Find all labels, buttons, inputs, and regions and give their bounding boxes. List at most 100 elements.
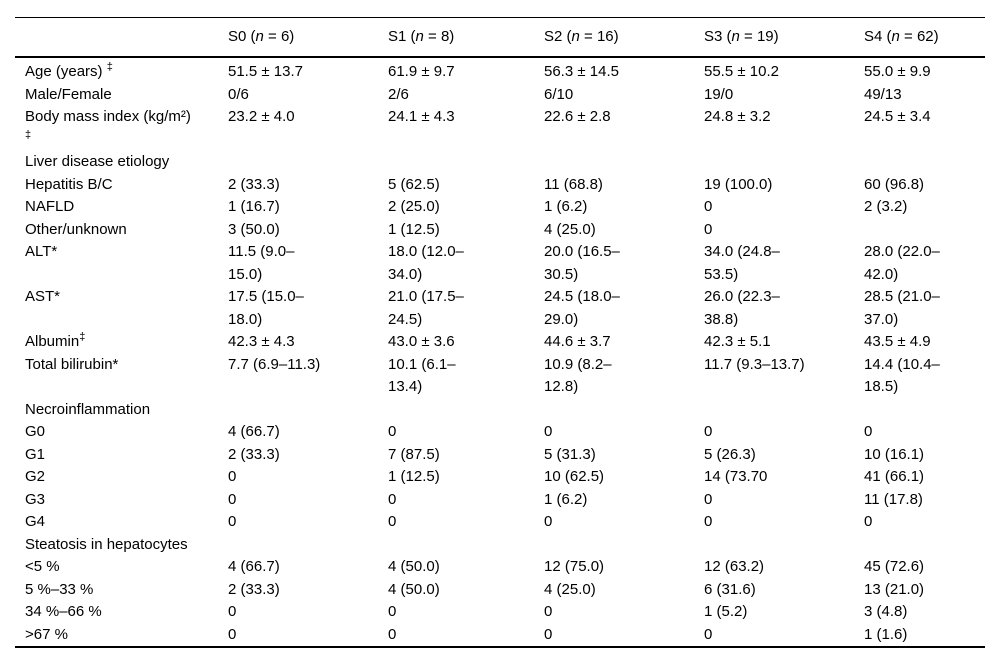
table-cell: 0: [228, 625, 237, 643]
section-row: Necroinflammation: [15, 399, 985, 422]
sample-size-n-symbol: n: [891, 28, 900, 45]
table-cell: 0: [228, 468, 237, 485]
table-cell: [544, 151, 704, 174]
table-cell: 2 (25.0): [388, 198, 440, 215]
table-row: G1 2 (33.3) 7 (87.5) 5 (31.3) 5 (26.3) 10 (16…: [15, 444, 985, 467]
table-cell: 1 (12.5): [388, 468, 440, 485]
table-cell: 4 (50.0): [388, 580, 440, 598]
column-header: S2 (n = 16): [544, 17, 704, 58]
table-cell: 34.0 (24.8– 53.5): [704, 243, 780, 283]
column-header: S0 (n = 6): [228, 17, 388, 58]
table-cell: 17.5 (15.0– 18.0): [228, 288, 304, 328]
table-row: >67 % 0 0 0 0 1 (1.6): [15, 624, 985, 648]
table-cell: 0: [388, 513, 397, 530]
table-cell: 26.0 (22.3– 38.8): [704, 288, 780, 328]
row-label: 5 %–33 %: [25, 580, 94, 598]
table-cell: 10.9 (8.2– 12.8): [544, 355, 612, 396]
sample-size-n-symbol: n: [731, 28, 740, 45]
table-row: G0 4 (66.7) 0 0 0 0: [15, 421, 985, 444]
row-label: Hepatitis B/C: [25, 175, 113, 193]
section-label: Liver disease etiology: [25, 153, 170, 170]
table-cell: 14 (73.70: [704, 468, 768, 485]
row-label: G3: [25, 490, 46, 508]
table-cell: 24.8 ± 3.2: [704, 108, 771, 125]
table-cell: 12 (63.2): [704, 558, 765, 575]
table-cell: 2 (33.3): [228, 445, 280, 463]
table-cell: 19/0: [704, 85, 734, 103]
table-cell: [388, 151, 544, 174]
table-cell: 61.9 ± 9.7: [388, 63, 455, 80]
sample-size-n-symbol: n: [255, 28, 264, 45]
row-label: >67 %: [25, 625, 68, 643]
table-cell: 2 (33.3): [228, 175, 280, 193]
table-cell: 1 (6.2): [544, 490, 588, 508]
section-label: Steatosis in hepatocytes: [25, 535, 188, 553]
table-cell: [864, 534, 985, 557]
table-cell: 7 (87.5): [388, 445, 440, 463]
table-cell: 55.5 ± 10.2: [704, 63, 779, 80]
double-dagger-symbol: ‡: [106, 61, 113, 73]
table-cell: [864, 151, 985, 174]
sample-size-n-symbol: n: [415, 28, 424, 45]
table-cell: 0: [704, 423, 713, 440]
table-cell: 3 (4.8): [864, 603, 908, 620]
table-row: Hepatitis B/C 2 (33.3) 5 (62.5) 11 (68.8) 19…: [15, 174, 985, 197]
row-label: NAFLD: [25, 198, 75, 215]
table-row: NAFLD 1 (16.7) 2 (25.0) 1 (6.2) 0 2 (3.2): [15, 196, 985, 219]
column-header: S4 (n = 62): [864, 17, 985, 58]
table-cell: 4 (66.7): [228, 423, 280, 440]
table-cell: 28.5 (21.0– 37.0): [864, 288, 940, 328]
table-cell: 12 (75.0): [544, 558, 605, 575]
table-cell: 1 (1.6): [864, 625, 908, 643]
table-row: <5 % 4 (66.7) 4 (50.0) 12 (75.0) 12 (63.2) 45…: [15, 556, 985, 579]
table-row: Age (years) ‡ 51.5 ± 13.7 61.9 ± 9.7 56.3 ±…: [15, 57, 985, 84]
table-cell: [704, 534, 864, 557]
table-cell: [388, 399, 544, 422]
table-cell: 24.5 ± 3.4: [864, 108, 931, 125]
table-cell: 4 (66.7): [228, 558, 280, 575]
table-cell: 11.7 (9.3–13.7): [704, 355, 805, 373]
row-label: Other/unknown: [25, 220, 127, 238]
table-cell: 3 (50.0): [228, 220, 280, 238]
table-cell: 0/6: [228, 85, 249, 103]
table-cell: 0: [864, 513, 873, 530]
column-header: S3 (n = 19): [704, 17, 864, 58]
row-label: G0: [25, 423, 46, 440]
table-cell: [704, 399, 864, 422]
table-row: 34 %–66 % 0 0 0 1 (5.2) 3 (4.8): [15, 601, 985, 624]
baseline-characteristics-table: S0 (n = 6) S1 (n = 8) S2 (n = 16) S3 (n = 1…: [15, 17, 985, 648]
table-row: G3 0 0 1 (6.2) 0 11 (17.8): [15, 489, 985, 512]
table-cell: 21.0 (17.5– 24.5): [388, 288, 464, 328]
table-cell: 49/13: [864, 85, 902, 103]
table-cell: [544, 534, 704, 557]
row-label: Albumin‡: [25, 331, 86, 351]
row-label: Male/Female: [25, 85, 112, 103]
table-cell: 2 (33.3): [228, 580, 280, 598]
table-row: AST* 17.5 (15.0– 18.0) 21.0 (17.5– 24.5) 24…: [15, 286, 985, 331]
row-label: Total bilirubin*: [25, 355, 119, 373]
table-cell: 2 (3.2): [864, 198, 908, 215]
row-label: G1: [25, 445, 46, 463]
section-label: Necroinflammation: [25, 400, 151, 418]
table-cell: 10 (62.5): [544, 468, 605, 485]
table-cell: 55.0 ± 9.9: [864, 63, 931, 80]
table-cell: 7.7 (6.9–11.3): [228, 355, 321, 373]
table-cell: 0: [704, 220, 713, 238]
table-cell: [228, 399, 388, 422]
table-cell: 2/6: [388, 85, 409, 103]
table-cell: 60 (96.8): [864, 175, 925, 193]
table-cell: 0: [228, 490, 237, 508]
section-row: Steatosis in hepatocytes: [15, 534, 985, 557]
table-cell: 24.1 ± 4.3: [388, 108, 455, 125]
table-cell: 23.2 ± 4.0: [228, 108, 295, 125]
table-cell: 45 (72.6): [864, 558, 925, 575]
table-cell: 11.5 (9.0– 15.0): [228, 243, 295, 283]
table-cell: [228, 534, 388, 557]
table-cell: 22.6 ± 2.8: [544, 108, 611, 125]
section-row: Liver disease etiology: [15, 151, 985, 174]
column-header: S1 (n = 8): [388, 17, 544, 58]
table-cell: 24.5 (18.0– 29.0): [544, 288, 620, 328]
row-label: AST*: [25, 288, 61, 305]
table-row: Albumin‡ 42.3 ± 4.3 43.0 ± 3.6 44.6 ± 3.7 42…: [15, 331, 985, 354]
